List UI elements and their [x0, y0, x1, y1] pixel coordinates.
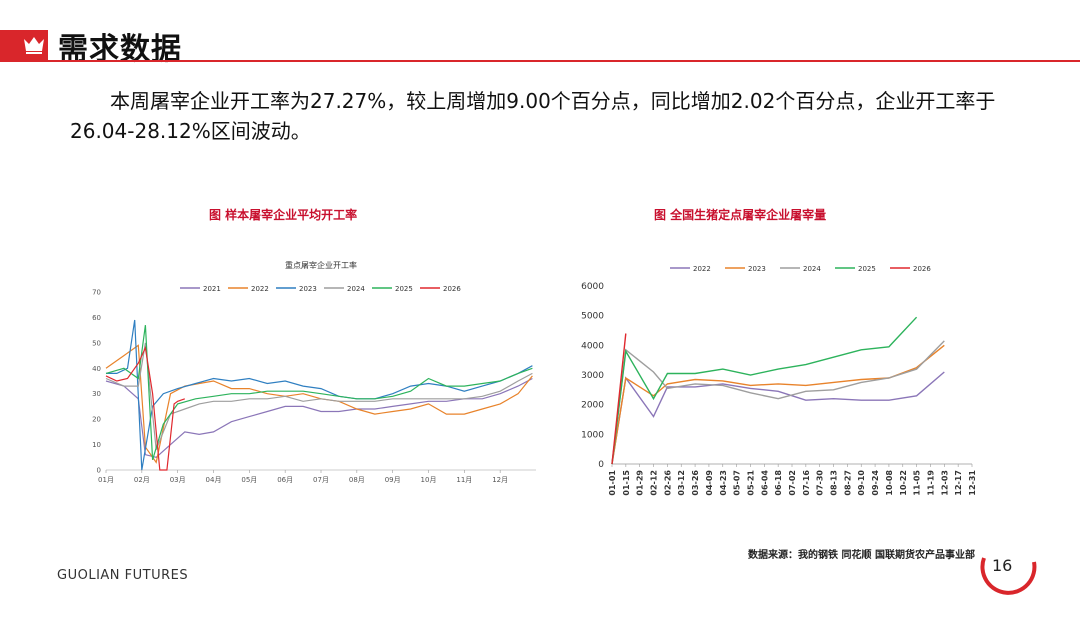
right-chart-figure-title: 图 全国生猪定点屠宰企业屠宰量 [654, 208, 827, 222]
series-line-2022 [105, 344, 533, 464]
x-tick-label: 09-10 [857, 470, 866, 496]
x-tick-label: 06月 [277, 476, 293, 484]
legend-label-2026: 2026 [443, 285, 461, 293]
x-tick-label: 10-08 [885, 470, 894, 496]
series-line-2021 [105, 377, 533, 458]
slaughter-volume-chart: 2022 2023 2024 2025 2026 0 1000 2000 3000 4000 500… [581, 265, 977, 496]
y-tick-label: 3000 [581, 371, 604, 381]
series-line-2023 [611, 344, 945, 465]
x-tick-label: 11月 [456, 476, 472, 484]
x-tick-label: 06-18 [774, 470, 783, 496]
series-line-2025 [105, 325, 533, 460]
series-line-2024 [105, 342, 533, 450]
legend-label-2024: 2024 [347, 285, 365, 293]
x-tick-label: 07-16 [802, 470, 811, 496]
y-tick-label: 1000 [581, 430, 604, 440]
y-tick-label: 30 [92, 390, 101, 398]
x-tick-label: 02-26 [663, 470, 672, 496]
legend-label-2026: 2026 [913, 265, 931, 273]
x-tick-label: 04-09 [705, 470, 714, 496]
x-tick-label: 07-02 [788, 470, 797, 496]
x-tick-label: 11-19 [926, 470, 935, 496]
legend-label-2023: 2023 [748, 265, 766, 273]
x-tick-label: 12月 [492, 476, 508, 484]
slaughter-rate-chart: 重点屠宰企业开工率 2021 2022 2023 2024 2025 2026 0 10 20 30… [92, 260, 536, 484]
x-tick-label: 04月 [206, 476, 222, 484]
x-tick-label: 09-24 [871, 470, 880, 496]
x-tick-label: 09月 [385, 476, 401, 484]
x-tick-label: 07-30 [816, 470, 825, 496]
y-tick-label: 50 [92, 339, 101, 347]
x-tick-label: 05-07 [733, 470, 742, 496]
series-line-2026 [611, 333, 627, 465]
x-tick-label: 05月 [241, 476, 257, 484]
y-tick-label: 40 [92, 365, 101, 373]
summary-paragraph: 本周屠宰企业开工率为27.27%，较上周增加9.00个百分点，同比增加2.02个… [70, 89, 996, 143]
x-tick-label: 11-05 [913, 470, 922, 496]
crown-icon [24, 37, 44, 54]
x-tick-label: 12-03 [940, 470, 949, 496]
legend-label-2024: 2024 [803, 265, 821, 273]
x-tick-label: 07月 [313, 476, 329, 484]
legend-label-2025: 2025 [858, 265, 876, 273]
legend-label-2022: 2022 [251, 285, 269, 293]
legend-label-2023: 2023 [299, 285, 317, 293]
page-number: 16 [992, 556, 1013, 575]
y-tick-label: 0 [97, 467, 101, 475]
x-tick-label: 10月 [421, 476, 437, 484]
y-tick-label: 6000 [581, 282, 604, 292]
y-tick-label: 5000 [581, 312, 604, 322]
x-tick-label: 06-04 [760, 470, 769, 496]
x-tick-label: 01月 [98, 476, 114, 484]
y-tick-label: 60 [92, 314, 101, 322]
series-line-2024 [611, 340, 945, 465]
page-arc-decoration [980, 557, 1037, 595]
data-source: 数据来源：我的钢铁 同花顺 国联期货农产品事业部 [748, 550, 975, 561]
y-tick-label: 70 [92, 289, 101, 297]
x-tick-label: 12-17 [954, 470, 963, 496]
x-tick-label: 03-12 [677, 470, 686, 496]
brand-logo-text: GUOLIAN FUTURES [57, 568, 189, 583]
legend-label-2022: 2022 [693, 265, 711, 273]
x-tick-label: 05-21 [746, 470, 755, 496]
legend-label-2025: 2025 [395, 285, 413, 293]
x-tick-label: 01-15 [622, 470, 631, 496]
y-tick-label: 0 [598, 460, 604, 470]
x-tick-label: 03-26 [691, 470, 700, 496]
y-tick-label: 10 [92, 441, 101, 449]
x-tick-label: 04-23 [719, 470, 728, 496]
header-divider [0, 60, 1080, 62]
series-line-2022 [611, 371, 945, 465]
x-tick-label: 03月 [170, 476, 186, 484]
x-tick-label: 08-13 [830, 470, 839, 496]
left-chart-figure-title: 图 样本屠宰企业平均开工率 [209, 208, 358, 222]
x-tick-label: 12-31 [968, 470, 977, 496]
y-tick-label: 4000 [581, 341, 604, 351]
x-tick-label: 08月 [349, 476, 365, 484]
series-line-2025 [611, 316, 918, 465]
x-tick-label: 02-12 [650, 470, 659, 496]
x-tick-label: 02月 [134, 476, 150, 484]
x-tick-label: 01-01 [608, 470, 617, 496]
x-tick-label: 10-22 [899, 470, 908, 496]
chart-title: 重点屠宰企业开工率 [285, 260, 357, 270]
series-line-2023 [106, 319, 533, 471]
y-tick-label: 20 [92, 416, 101, 424]
x-tick-label: 08-27 [843, 470, 852, 496]
series-line-2026 [105, 345, 185, 471]
legend-label-2021: 2021 [203, 285, 221, 293]
y-tick-label: 2000 [581, 401, 604, 411]
x-tick-label: 01-29 [636, 470, 645, 496]
